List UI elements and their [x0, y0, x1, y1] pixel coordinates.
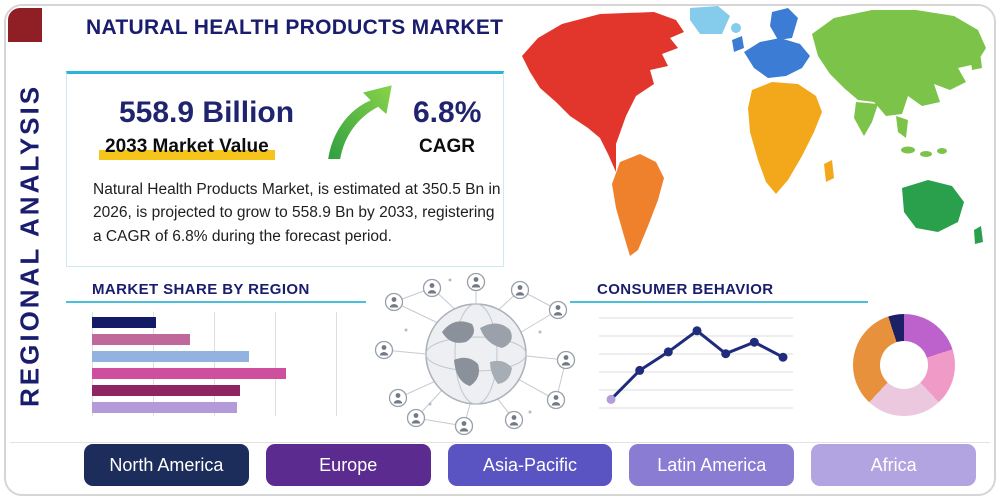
market-share-bar-5: [92, 385, 240, 396]
market-share-title: MARKET SHARE BY REGION: [92, 281, 310, 298]
line-marker-7: [778, 352, 788, 362]
consumer-behavior-underline: [570, 301, 868, 303]
market-share-bar-6: [92, 402, 238, 413]
page-title: NATURAL HEALTH PRODUCTS MARKET: [86, 16, 504, 39]
market-description: Natural Health Products Market, is estim…: [93, 181, 501, 245]
line-chart-grid: [599, 317, 793, 409]
line-marker-2: [635, 365, 645, 375]
network-nodes: [374, 272, 576, 436]
consumer-behavior-title: CONSUMER BEHAVIOR: [597, 281, 774, 298]
market-value: 558.9 Billion: [119, 96, 295, 129]
person-icons: [379, 277, 571, 432]
region-button-latin-america[interactable]: Latin America: [629, 444, 795, 486]
region-button-africa[interactable]: Africa: [811, 444, 976, 486]
island-new-zealand: [974, 226, 983, 244]
regional-analysis-label: REGIONAL ANALYSIS: [14, 83, 45, 407]
market-share-bar-3: [92, 351, 250, 362]
island-uk: [732, 36, 744, 52]
continent-south-america: [612, 154, 664, 256]
region-southeast-asia: [896, 116, 908, 138]
globe-network-graphic: [374, 272, 576, 436]
corner-accent-square: [8, 8, 42, 42]
line-marker-4: [692, 326, 702, 336]
line-marker-3: [663, 347, 673, 357]
continent-australia: [902, 180, 964, 232]
summary-panel: 558.9 Billion 2033 Market Value 6.8% CAG…: [66, 71, 504, 267]
island-indonesia-2: [920, 151, 932, 157]
market-share-underline: [66, 301, 366, 303]
market-share-bar-1: [92, 317, 156, 328]
market-value-caption: 2033 Market Value: [99, 136, 275, 160]
region-buttons-row: North America Europe Asia-Pacific Latin …: [84, 444, 976, 486]
island-indonesia-3: [937, 148, 947, 154]
island-greenland: [690, 6, 730, 34]
region-india: [854, 102, 878, 136]
island-iceland: [731, 23, 741, 33]
continent-africa: [748, 82, 822, 194]
consumer-line-series: [606, 326, 788, 404]
market-share-bar-4: [92, 368, 287, 379]
continent-north-america: [522, 12, 684, 172]
region-button-north-america[interactable]: North America: [84, 444, 249, 486]
line-marker-6: [749, 337, 759, 347]
growth-arrow-icon: [325, 82, 395, 161]
continent-europe: [744, 38, 810, 78]
cagr-caption: CAGR: [419, 136, 475, 157]
region-button-asia-pacific[interactable]: Asia-Pacific: [447, 444, 613, 486]
donut-chart: [853, 314, 955, 416]
bottom-divider: [10, 442, 990, 443]
island-indonesia-1: [901, 146, 915, 154]
consumer-behavior-chart: [599, 317, 793, 409]
line-marker-5: [721, 349, 731, 359]
island-japan: [970, 52, 982, 70]
continent-asia: [812, 10, 986, 116]
cagr-value: 6.8%: [413, 96, 482, 129]
line-marker-1: [606, 394, 616, 404]
region-scandinavia: [770, 8, 798, 40]
island-madagascar: [824, 160, 834, 182]
market-share-bar-2: [92, 334, 191, 345]
world-map: [522, 6, 986, 256]
region-button-europe[interactable]: Europe: [265, 444, 431, 486]
network-dots: [404, 278, 542, 414]
globe-circle: [425, 303, 527, 405]
market-share-bars: [92, 312, 338, 416]
